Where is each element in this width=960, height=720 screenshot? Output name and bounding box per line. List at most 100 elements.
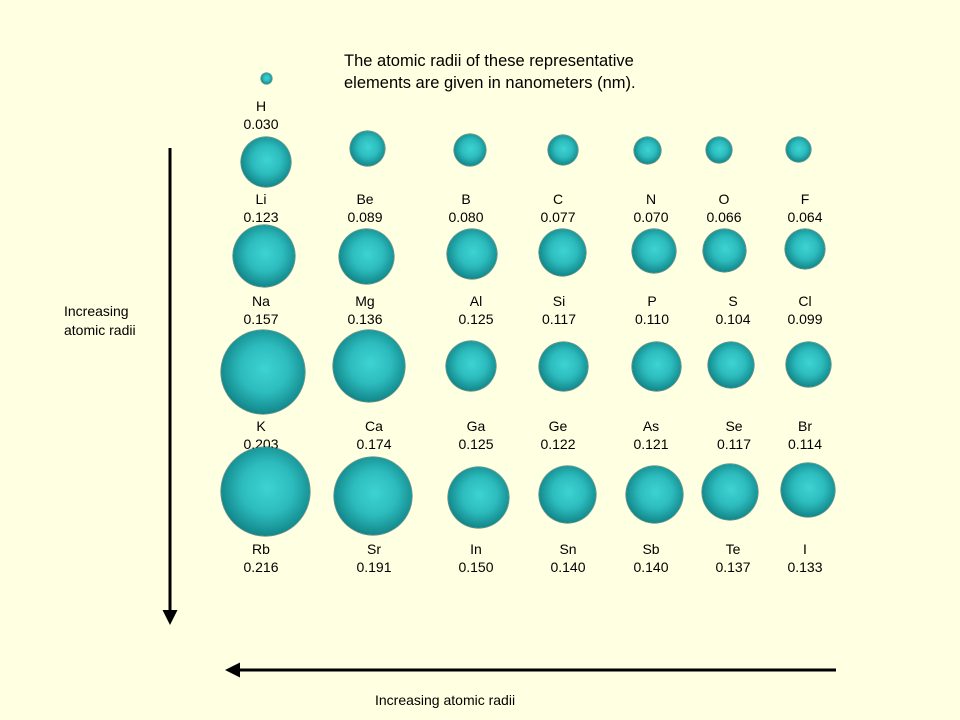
vertical-axis-label-line-2: atomic radii — [64, 322, 136, 338]
element-label-in: In 0.150 — [436, 540, 516, 576]
atom-sphere-n — [633, 136, 661, 164]
element-label-se: Se 0.117 — [694, 417, 774, 453]
element-radius: 0.137 — [715, 559, 751, 575]
element-radius: 0.117 — [717, 436, 751, 452]
atom-sphere-li — [241, 137, 291, 187]
element-radius: 0.140 — [550, 559, 586, 575]
element-radius: 0.150 — [458, 559, 494, 575]
element-symbol: Si — [552, 293, 566, 309]
element-label-sb: Sb 0.140 — [611, 540, 691, 576]
element-radius: 0.133 — [787, 559, 823, 575]
element-radius: 0.125 — [458, 436, 494, 452]
title-line-1: The atomic radii of these representative — [344, 52, 634, 70]
vertical-axis-label: Increasing atomic radii — [64, 302, 136, 340]
element-symbol: Ge — [548, 418, 568, 434]
title-line-2: elements are given in nanometers (nm). — [344, 74, 636, 92]
element-label-be: Be 0.089 — [325, 190, 405, 226]
element-label-sn: Sn 0.140 — [528, 540, 608, 576]
vertical-axis-label-line-1: Increasing — [64, 303, 129, 319]
element-symbol: Mg — [355, 293, 375, 309]
element-label-c: C 0.077 — [518, 190, 598, 226]
element-radius: 0.080 — [448, 209, 484, 225]
atom-sphere-s — [702, 228, 746, 272]
atom-sphere-i — [781, 463, 835, 517]
element-label-p: P 0.110 — [612, 292, 692, 328]
element-symbol: Sr — [367, 541, 381, 557]
element-label-te: Te 0.137 — [693, 540, 773, 576]
element-symbol: C — [552, 191, 564, 207]
element-symbol: Se — [725, 418, 743, 434]
element-radius: 0.114 — [788, 436, 822, 452]
element-label-sr: Sr 0.191 — [334, 540, 414, 576]
element-label-cl: Cl 0.099 — [765, 292, 845, 328]
element-label-h: H 0.030 — [221, 97, 301, 133]
element-radius: 0.140 — [633, 559, 669, 575]
horizontal-axis-label: Increasing atomic radii — [375, 692, 516, 708]
atom-sphere-b — [454, 134, 486, 166]
element-label-na: Na 0.157 — [221, 292, 301, 328]
atom-sphere-as — [631, 341, 681, 391]
element-label-i: I 0.133 — [765, 540, 845, 576]
element-label-n: N 0.070 — [611, 190, 691, 226]
atom-sphere-sb — [625, 465, 683, 523]
element-radius: 0.064 — [787, 209, 823, 225]
element-symbol: In — [470, 541, 482, 557]
element-symbol: Sb — [642, 541, 660, 557]
element-symbol: Br — [798, 418, 812, 434]
element-radius: 0.070 — [633, 209, 669, 225]
element-label-rb: Rb 0.216 — [221, 540, 301, 576]
element-label-ca: Ca 0.174 — [334, 417, 414, 453]
atom-sphere-p — [632, 229, 676, 273]
element-label-ga: Ga 0.125 — [436, 417, 516, 453]
element-label-mg: Mg 0.136 — [325, 292, 405, 328]
element-label-o: O 0.066 — [684, 190, 764, 226]
element-radius: 0.117 — [542, 311, 576, 327]
element-symbol: Al — [469, 293, 483, 309]
atom-sphere-te — [702, 464, 758, 520]
atom-sphere-c — [548, 135, 578, 165]
element-symbol: I — [803, 541, 807, 557]
element-symbol: Ca — [365, 418, 383, 434]
element-symbol: Te — [725, 541, 741, 557]
element-radius: 0.099 — [787, 311, 823, 327]
element-symbol: H — [255, 98, 267, 114]
atom-sphere-in — [447, 466, 509, 528]
element-label-s: S 0.104 — [693, 292, 773, 328]
element-symbol: Be — [356, 191, 374, 207]
atom-sphere-cl — [785, 229, 825, 269]
atom-sphere-sn — [538, 465, 596, 523]
atom-sphere-ge — [538, 341, 588, 391]
element-label-ge: Ge 0.122 — [518, 417, 598, 453]
element-radius: 0.089 — [347, 209, 383, 225]
atom-sphere-be — [349, 130, 385, 166]
element-symbol: N — [645, 191, 657, 207]
atom-sphere-f — [785, 136, 811, 162]
element-label-f: F 0.064 — [765, 190, 845, 226]
atom-sphere-rb — [220, 446, 310, 536]
atom-sphere-si — [538, 228, 586, 276]
element-symbol: P — [647, 293, 657, 309]
atom-sphere-ca — [333, 330, 405, 402]
element-symbol: O — [718, 191, 730, 207]
element-radius: 0.104 — [715, 311, 751, 327]
atom-sphere-na — [233, 225, 295, 287]
element-symbol: Ga — [466, 418, 486, 434]
element-symbol: Sn — [559, 541, 577, 557]
element-symbol: K — [256, 418, 266, 434]
element-radius: 0.121 — [633, 436, 669, 452]
element-radius: 0.077 — [540, 209, 576, 225]
element-radius: 0.123 — [243, 209, 279, 225]
element-label-as: As 0.121 — [611, 417, 691, 453]
element-label-br: Br 0.114 — [765, 417, 845, 453]
element-symbol: S — [728, 293, 738, 309]
element-symbol: Rb — [252, 541, 270, 557]
element-label-al: Al 0.125 — [436, 292, 516, 328]
element-radius: 0.066 — [706, 209, 742, 225]
element-radius: 0.157 — [243, 311, 279, 327]
atom-sphere-se — [708, 342, 754, 388]
element-symbol: Na — [252, 293, 270, 309]
atom-sphere-o — [706, 137, 732, 163]
element-radius: 0.174 — [356, 436, 392, 452]
slide-title: The atomic radii of these representative… — [344, 50, 636, 94]
